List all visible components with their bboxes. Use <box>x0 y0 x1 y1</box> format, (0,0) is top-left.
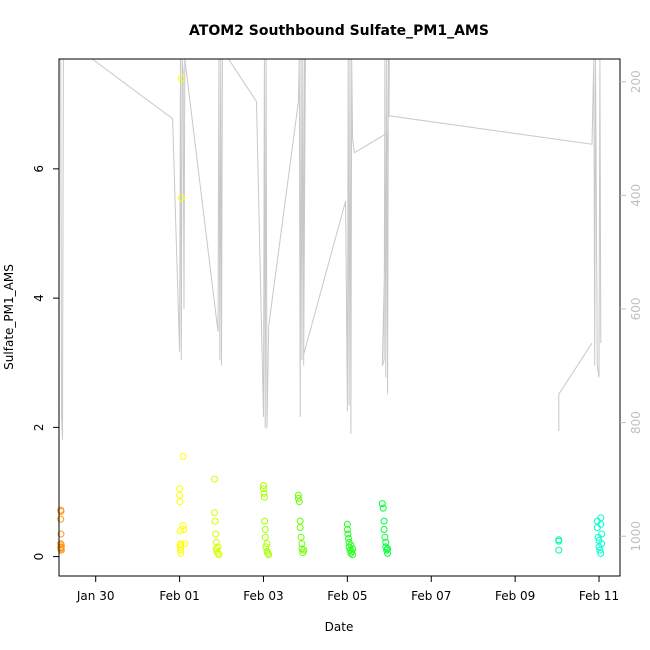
data-point <box>177 540 185 548</box>
data-point <box>260 485 267 493</box>
chart-title: ATOM2 Southbound Sulfate_PM1_AMS <box>189 23 489 39</box>
data-point <box>379 504 387 512</box>
data-point <box>176 491 184 499</box>
x-tick-label: Jan 30 <box>76 589 115 603</box>
x-tick-label: Feb 07 <box>411 589 451 603</box>
data-point <box>57 543 65 551</box>
data-point <box>262 543 270 551</box>
data-point <box>382 538 390 546</box>
data-point <box>597 520 605 528</box>
data-point <box>382 543 390 551</box>
x-tick-label: Feb 11 <box>579 589 619 603</box>
x-tick-label: Feb 05 <box>327 589 367 603</box>
data-point <box>596 546 604 554</box>
data-point <box>260 489 268 497</box>
y-tick-label: 6 <box>32 165 46 173</box>
data-point <box>263 540 271 548</box>
data-point <box>294 494 302 502</box>
data-point <box>212 530 220 538</box>
data-point <box>177 549 185 557</box>
data-point <box>344 530 352 538</box>
data-point <box>555 546 563 554</box>
data-point <box>260 482 267 489</box>
x-tick-label: Feb 03 <box>243 589 283 603</box>
data-point <box>343 526 351 533</box>
data-point <box>343 520 351 528</box>
data-point <box>384 549 392 557</box>
data-point <box>261 533 269 541</box>
data-point <box>214 543 222 551</box>
x-tick-label: Feb 09 <box>495 589 535 603</box>
data-point <box>176 527 184 535</box>
data-point <box>378 500 386 508</box>
y2-tick-label: 1000 <box>629 521 643 552</box>
altitude-line <box>60 58 602 440</box>
x-axis-label: Date <box>325 620 354 634</box>
data-point <box>294 491 302 499</box>
axes: Jan 30 Feb 01 Feb 03 Feb 05 Feb 07 Feb 09 Feb … <box>32 58 643 603</box>
data-point <box>380 517 388 525</box>
data-point <box>555 537 563 545</box>
data-point <box>57 507 65 515</box>
data-point <box>211 475 218 483</box>
y-tick-label: 2 <box>32 424 46 432</box>
data-point <box>177 194 185 202</box>
data-point <box>598 540 606 548</box>
y-tick-label: 4 <box>32 294 46 302</box>
altitude-line-segment <box>558 342 593 432</box>
data-point <box>380 526 388 533</box>
y-axis-label: Sulfate_PM1_AMS <box>2 264 16 370</box>
altitude-trace <box>60 58 602 440</box>
x-tick-label: Feb 01 <box>159 589 199 603</box>
data-point <box>384 545 392 553</box>
data-point <box>179 452 187 460</box>
data-point <box>57 530 65 538</box>
data-point <box>298 540 306 548</box>
data-point <box>57 515 65 523</box>
data-point <box>261 526 269 533</box>
data-point <box>296 517 304 525</box>
data-point <box>345 535 352 542</box>
data-point <box>597 514 605 522</box>
y2-tick-label: 200 <box>629 70 643 93</box>
y-tick-label: 0 <box>32 553 46 561</box>
data-point <box>176 485 184 493</box>
data-point <box>211 517 219 525</box>
y2-tick-label: 600 <box>629 298 643 321</box>
data-point <box>295 498 303 506</box>
data-points <box>57 74 606 559</box>
data-point <box>261 517 269 525</box>
data-point <box>265 551 273 559</box>
data-point <box>381 533 389 541</box>
data-point <box>181 540 189 548</box>
data-point <box>597 549 605 557</box>
data-point <box>57 546 65 554</box>
y2-tick-label: 800 <box>629 411 643 434</box>
data-point <box>177 74 185 82</box>
data-point <box>383 546 391 554</box>
data-point <box>211 509 218 517</box>
data-point <box>296 524 304 531</box>
data-point <box>300 546 308 554</box>
data-point <box>179 522 187 530</box>
data-point <box>57 541 65 549</box>
data-point <box>215 551 223 559</box>
data-point <box>180 526 188 533</box>
data-point <box>349 545 357 553</box>
data-point <box>598 530 606 538</box>
data-point <box>260 493 268 501</box>
y2-tick-label: 400 <box>629 184 643 207</box>
data-point <box>298 545 306 553</box>
data-point <box>176 498 184 506</box>
plot-box <box>58 58 621 577</box>
data-point <box>297 533 305 541</box>
data-point <box>264 549 272 557</box>
